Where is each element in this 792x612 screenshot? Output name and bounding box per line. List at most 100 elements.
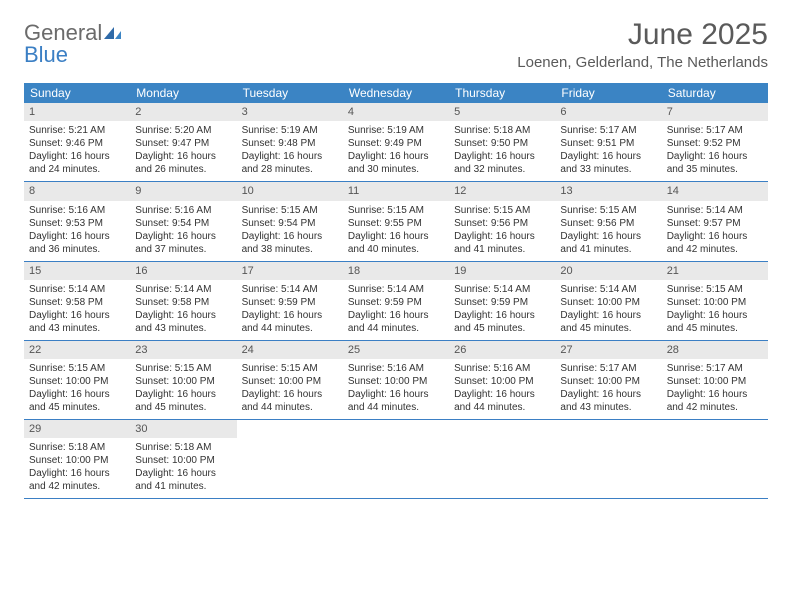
calendar-body: 1Sunrise: 5:21 AMSunset: 9:46 PMDaylight…: [24, 103, 768, 499]
day-body: Sunrise: 5:15 AMSunset: 10:00 PMDaylight…: [662, 280, 768, 340]
sunrise-text: Sunrise: 5:18 AM: [29, 441, 125, 454]
day-body: Sunrise: 5:17 AMSunset: 10:00 PMDaylight…: [555, 359, 661, 419]
sunset-text: Sunset: 9:58 PM: [135, 296, 231, 309]
sunrise-text: Sunrise: 5:15 AM: [135, 362, 231, 375]
day-header: Sunday: [24, 83, 130, 103]
day-number: 14: [662, 182, 768, 200]
day-cell: 21Sunrise: 5:15 AMSunset: 10:00 PMDaylig…: [662, 262, 768, 340]
day-number: 3: [237, 103, 343, 121]
logo: General Blue: [24, 22, 122, 66]
sunset-text: Sunset: 10:00 PM: [348, 375, 444, 388]
day-number: 19: [449, 262, 555, 280]
sunrise-text: Sunrise: 5:21 AM: [29, 124, 125, 137]
day-body: Sunrise: 5:19 AMSunset: 9:49 PMDaylight:…: [343, 121, 449, 181]
day-cell: 2Sunrise: 5:20 AMSunset: 9:47 PMDaylight…: [130, 103, 236, 181]
sunset-text: Sunset: 9:58 PM: [29, 296, 125, 309]
daylight-text: Daylight: 16 hours and 42 minutes.: [29, 467, 125, 493]
week-row: 15Sunrise: 5:14 AMSunset: 9:58 PMDayligh…: [24, 262, 768, 341]
sunset-text: Sunset: 10:00 PM: [242, 375, 338, 388]
daylight-text: Daylight: 16 hours and 24 minutes.: [29, 150, 125, 176]
sunrise-text: Sunrise: 5:18 AM: [135, 441, 231, 454]
daylight-text: Daylight: 16 hours and 32 minutes.: [454, 150, 550, 176]
day-body: Sunrise: 5:15 AMSunset: 9:56 PMDaylight:…: [449, 201, 555, 261]
week-row: 1Sunrise: 5:21 AMSunset: 9:46 PMDaylight…: [24, 103, 768, 182]
sunset-text: Sunset: 9:53 PM: [29, 217, 125, 230]
day-header: Monday: [130, 83, 236, 103]
daylight-text: Daylight: 16 hours and 45 minutes.: [560, 309, 656, 335]
sunrise-text: Sunrise: 5:15 AM: [242, 362, 338, 375]
sunset-text: Sunset: 10:00 PM: [667, 296, 763, 309]
logo-sail-icon: [104, 22, 122, 44]
sunrise-text: Sunrise: 5:19 AM: [348, 124, 444, 137]
sunset-text: Sunset: 9:51 PM: [560, 137, 656, 150]
daylight-text: Daylight: 16 hours and 30 minutes.: [348, 150, 444, 176]
title-block: June 2025 Loenen, Gelderland, The Nether…: [517, 18, 768, 71]
day-number: 20: [555, 262, 661, 280]
day-number: 28: [662, 341, 768, 359]
sunrise-text: Sunrise: 5:18 AM: [454, 124, 550, 137]
daylight-text: Daylight: 16 hours and 44 minutes.: [348, 309, 444, 335]
day-cell: 11Sunrise: 5:15 AMSunset: 9:55 PMDayligh…: [343, 182, 449, 260]
sunset-text: Sunset: 10:00 PM: [560, 296, 656, 309]
day-number: 26: [449, 341, 555, 359]
day-cell: 19Sunrise: 5:14 AMSunset: 9:59 PMDayligh…: [449, 262, 555, 340]
day-body: Sunrise: 5:15 AMSunset: 9:56 PMDaylight:…: [555, 201, 661, 261]
day-cell: 29Sunrise: 5:18 AMSunset: 10:00 PMDaylig…: [24, 420, 130, 498]
day-cell: 26Sunrise: 5:16 AMSunset: 10:00 PMDaylig…: [449, 341, 555, 419]
day-number: 12: [449, 182, 555, 200]
sunrise-text: Sunrise: 5:15 AM: [667, 283, 763, 296]
day-number: 1: [24, 103, 130, 121]
day-number: 17: [237, 262, 343, 280]
sunrise-text: Sunrise: 5:17 AM: [560, 362, 656, 375]
day-body: Sunrise: 5:16 AMSunset: 10:00 PMDaylight…: [343, 359, 449, 419]
day-body: Sunrise: 5:17 AMSunset: 10:00 PMDaylight…: [662, 359, 768, 419]
day-number: 11: [343, 182, 449, 200]
day-body: Sunrise: 5:19 AMSunset: 9:48 PMDaylight:…: [237, 121, 343, 181]
day-number: 10: [237, 182, 343, 200]
day-cell: 14Sunrise: 5:14 AMSunset: 9:57 PMDayligh…: [662, 182, 768, 260]
sunrise-text: Sunrise: 5:20 AM: [135, 124, 231, 137]
day-number: 5: [449, 103, 555, 121]
daylight-text: Daylight: 16 hours and 45 minutes.: [29, 388, 125, 414]
day-cell: 13Sunrise: 5:15 AMSunset: 9:56 PMDayligh…: [555, 182, 661, 260]
daylight-text: Daylight: 16 hours and 42 minutes.: [667, 388, 763, 414]
sunset-text: Sunset: 10:00 PM: [454, 375, 550, 388]
week-row: 29Sunrise: 5:18 AMSunset: 10:00 PMDaylig…: [24, 420, 768, 499]
day-header: Wednesday: [343, 83, 449, 103]
daylight-text: Daylight: 16 hours and 45 minutes.: [135, 388, 231, 414]
sunrise-text: Sunrise: 5:15 AM: [454, 204, 550, 217]
sunrise-text: Sunrise: 5:14 AM: [135, 283, 231, 296]
day-number: 25: [343, 341, 449, 359]
day-body: Sunrise: 5:16 AMSunset: 10:00 PMDaylight…: [449, 359, 555, 419]
sunrise-text: Sunrise: 5:16 AM: [135, 204, 231, 217]
day-body: Sunrise: 5:14 AMSunset: 9:59 PMDaylight:…: [449, 280, 555, 340]
sunset-text: Sunset: 9:52 PM: [667, 137, 763, 150]
sunset-text: Sunset: 10:00 PM: [135, 454, 231, 467]
day-header: Friday: [555, 83, 661, 103]
day-body: Sunrise: 5:18 AMSunset: 10:00 PMDaylight…: [130, 438, 236, 498]
calendar: SundayMondayTuesdayWednesdayThursdayFrid…: [24, 83, 768, 499]
day-body: Sunrise: 5:14 AMSunset: 9:57 PMDaylight:…: [662, 201, 768, 261]
sunset-text: Sunset: 9:59 PM: [454, 296, 550, 309]
daylight-text: Daylight: 16 hours and 42 minutes.: [667, 230, 763, 256]
sunset-text: Sunset: 9:49 PM: [348, 137, 444, 150]
day-cell: 30Sunrise: 5:18 AMSunset: 10:00 PMDaylig…: [130, 420, 236, 498]
day-number: 13: [555, 182, 661, 200]
sunrise-text: Sunrise: 5:17 AM: [667, 362, 763, 375]
day-number: 27: [555, 341, 661, 359]
day-body: Sunrise: 5:17 AMSunset: 9:51 PMDaylight:…: [555, 121, 661, 181]
day-number: 23: [130, 341, 236, 359]
daylight-text: Daylight: 16 hours and 38 minutes.: [242, 230, 338, 256]
day-body: Sunrise: 5:14 AMSunset: 9:59 PMDaylight:…: [343, 280, 449, 340]
daylight-text: Daylight: 16 hours and 41 minutes.: [454, 230, 550, 256]
day-header: Tuesday: [237, 83, 343, 103]
sunrise-text: Sunrise: 5:17 AM: [560, 124, 656, 137]
daylight-text: Daylight: 16 hours and 45 minutes.: [454, 309, 550, 335]
sunset-text: Sunset: 9:54 PM: [242, 217, 338, 230]
sunset-text: Sunset: 10:00 PM: [667, 375, 763, 388]
day-cell: 24Sunrise: 5:15 AMSunset: 10:00 PMDaylig…: [237, 341, 343, 419]
day-header-row: SundayMondayTuesdayWednesdayThursdayFrid…: [24, 83, 768, 103]
day-number: 4: [343, 103, 449, 121]
sunset-text: Sunset: 9:59 PM: [242, 296, 338, 309]
day-body: Sunrise: 5:17 AMSunset: 9:52 PMDaylight:…: [662, 121, 768, 181]
